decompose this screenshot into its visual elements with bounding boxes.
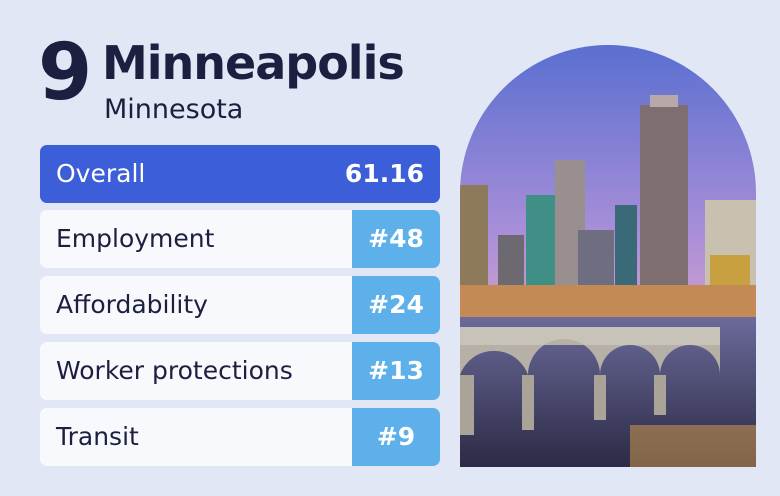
category-rank: #48 (352, 210, 440, 268)
city: Minneapolis (102, 36, 405, 90)
category-rank: #9 (352, 408, 440, 466)
category-label: Affordability (56, 290, 208, 319)
category-label: Transit (56, 422, 139, 451)
category-label: Worker protections (56, 356, 293, 385)
category-rank: #24 (352, 276, 440, 334)
city-photo (460, 45, 756, 467)
state: Minnesota (104, 94, 244, 125)
rank: 9 (38, 28, 92, 118)
category-row: Transit #9 (40, 408, 440, 466)
category-rank: #13 (352, 342, 440, 400)
overall-row: Overall 61.16 (40, 145, 440, 203)
category-label: Employment (56, 224, 215, 253)
category-row: Affordability #24 (40, 276, 440, 334)
overall-label: Overall (56, 159, 146, 188)
overall-score: 61.16 (344, 159, 424, 188)
category-row: Employment #48 (40, 210, 440, 268)
category-row: Worker protections #13 (40, 342, 440, 400)
